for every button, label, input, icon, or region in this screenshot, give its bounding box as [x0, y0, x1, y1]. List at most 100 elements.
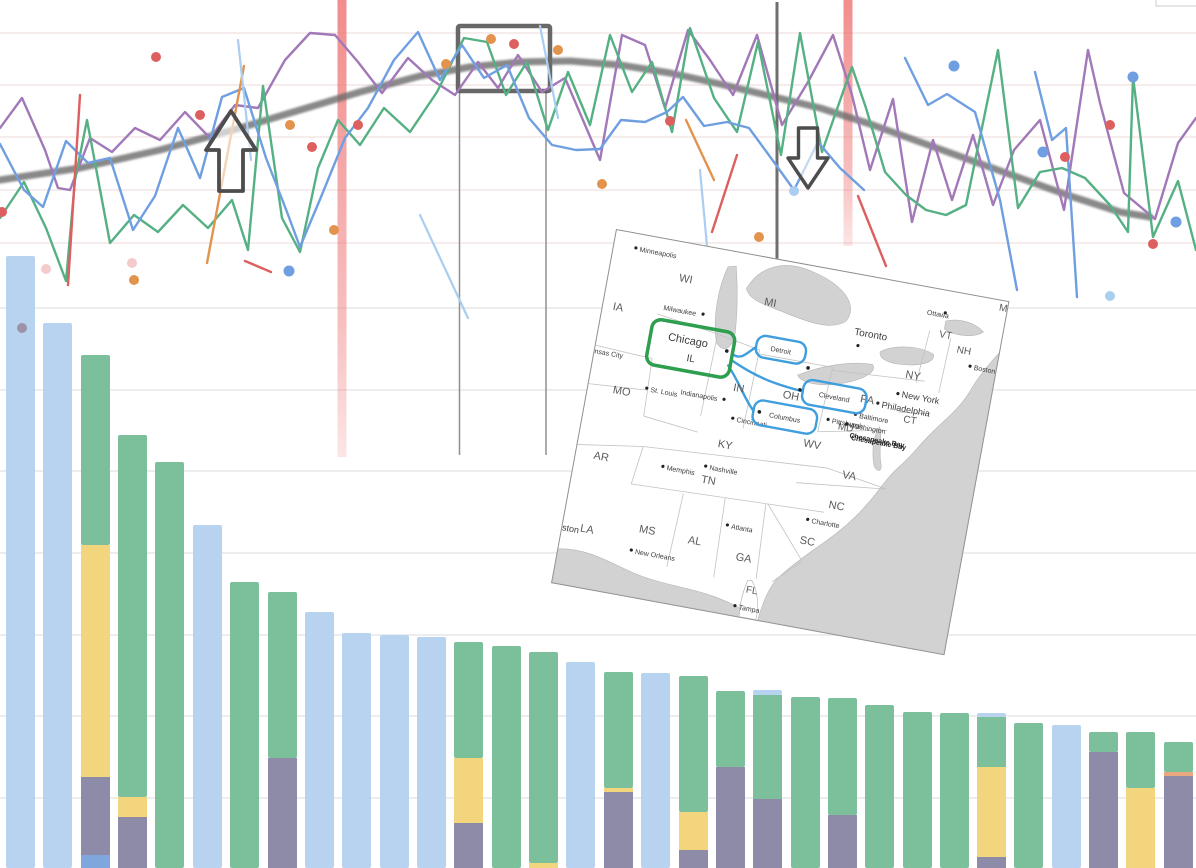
state-border [630, 446, 644, 485]
bar-segment-gray [1089, 752, 1118, 868]
map-city-dot [704, 464, 708, 468]
map-state-label: IN [732, 382, 745, 396]
map-state-label: FL [745, 584, 759, 597]
map-state-label: TN [700, 474, 717, 488]
map-city-dot [968, 364, 972, 368]
map-city-dot [725, 523, 730, 527]
bar [1164, 742, 1193, 868]
bar-segment-green [268, 592, 297, 758]
route-line [730, 358, 804, 393]
bar-segment-green [81, 355, 110, 545]
state-border [588, 383, 647, 391]
bar-segment-gray [679, 850, 708, 868]
bar-segment-green [791, 697, 820, 868]
map-boxed-city-label: Chicago [667, 331, 709, 350]
state-border [717, 333, 760, 351]
bar-segment-green [155, 462, 184, 868]
bar-segment-lightblue [43, 323, 72, 868]
scatter-dot [41, 264, 51, 274]
map-state-label: M [998, 303, 1008, 315]
bar-segment-gray [118, 817, 147, 868]
map-city-label: Tampa [738, 604, 760, 615]
bar-segment-yellow [118, 797, 147, 817]
water-body [714, 266, 738, 349]
florida-peninsula [738, 579, 759, 621]
up-arrow-icon [204, 109, 258, 193]
scatter-dot [1105, 120, 1115, 130]
bar-segment-yellow [604, 788, 633, 792]
water-body [872, 426, 882, 471]
state-border [817, 429, 888, 433]
bar [903, 712, 932, 868]
line-segment [903, 56, 1019, 292]
corner-box [1155, 0, 1196, 7]
map-city-dot [757, 410, 762, 414]
bar [753, 690, 782, 868]
line-segment [1033, 70, 1079, 299]
bar [716, 691, 745, 868]
stacked-bar-chart [6, 256, 1193, 868]
map-city-label: Atlanta [730, 524, 753, 535]
bar [828, 698, 857, 868]
bar [492, 646, 521, 868]
scatter-dot [754, 232, 764, 242]
bar [417, 637, 446, 868]
state-border [666, 493, 684, 567]
map-city-label: St. Louis [650, 387, 679, 399]
state-border [643, 446, 828, 469]
scatter-dot [1105, 291, 1115, 301]
state-border [755, 503, 767, 580]
bar [1126, 732, 1155, 868]
map-state-label: GA [735, 551, 753, 566]
map-city-label: ston [561, 522, 580, 535]
line-segment [538, 24, 560, 120]
map-highlight-box-detroit [754, 334, 808, 365]
route-line [731, 346, 758, 358]
map-city-label: nsas City [594, 348, 624, 360]
map-state-label: VT [938, 329, 953, 342]
state-border [796, 482, 887, 490]
bar [529, 652, 558, 868]
scatter-dot [353, 120, 363, 130]
state-border [898, 411, 931, 415]
bar-segment-green [118, 435, 147, 797]
scatter-dot [441, 59, 451, 69]
state-border [595, 344, 653, 360]
scatter-dot [17, 323, 27, 333]
bar-segment-blue [81, 855, 110, 868]
bar [791, 697, 820, 868]
bar-segment-green [1014, 723, 1043, 868]
water-body [797, 362, 874, 386]
bar-segment-green [492, 646, 521, 868]
red-highlight-band [337, 0, 347, 457]
bar-segment-gray [81, 777, 110, 855]
scatter-dot [329, 225, 339, 235]
bar-segment-green [1164, 742, 1193, 772]
map-state-label: IL [686, 353, 697, 365]
map-city-label: Toronto [853, 327, 888, 344]
scatter-dot [127, 258, 137, 268]
state-border [643, 415, 698, 433]
map-city-dot [629, 548, 633, 552]
bar-segment-lightblue [342, 633, 371, 868]
scatter-dot [789, 186, 799, 196]
bar [193, 525, 222, 868]
bar-segment-yellow [454, 758, 483, 823]
bar-segment-lightblue [305, 612, 334, 868]
line-segment [856, 194, 888, 268]
bar [342, 633, 371, 868]
map-city-dot [724, 349, 729, 353]
bar-segment-lightblue [1052, 725, 1081, 868]
map-state-label: MD [837, 421, 854, 435]
map-state-label: MS [638, 523, 656, 538]
bar [977, 713, 1006, 868]
bar-segment-lightblue [6, 256, 35, 868]
scatter-dot [307, 142, 317, 152]
map-boxed-city-label: Columbus [768, 412, 801, 425]
bar [1089, 732, 1118, 868]
map-state-label: NY [904, 369, 922, 384]
water-body [944, 319, 984, 336]
bar-segment-green [977, 717, 1006, 767]
